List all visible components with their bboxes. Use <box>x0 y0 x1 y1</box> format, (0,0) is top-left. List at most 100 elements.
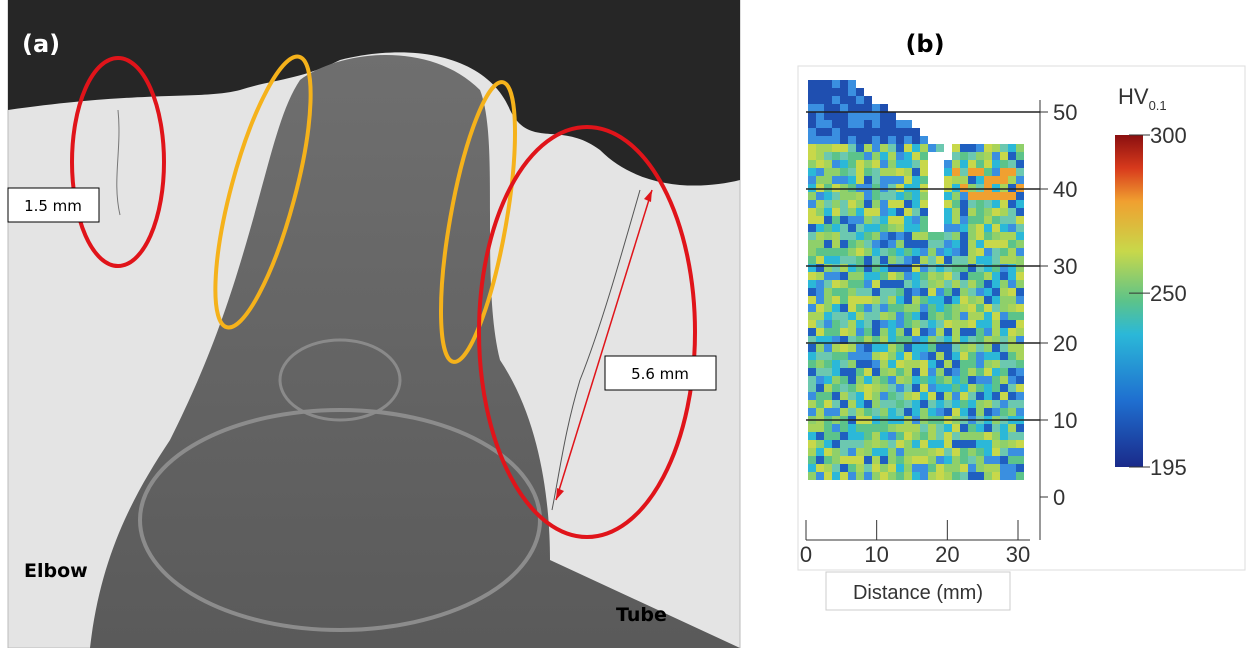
heatmap-cell <box>808 128 816 136</box>
heatmap-cell <box>840 312 848 320</box>
heatmap-cell <box>1000 240 1008 248</box>
heatmap-cell <box>1000 256 1008 264</box>
heatmap-cell <box>864 112 872 120</box>
heatmap-cell <box>992 384 1000 392</box>
heatmap-cell <box>840 376 848 384</box>
heatmap-cell <box>944 392 952 400</box>
heatmap-cell <box>832 240 840 248</box>
heatmap-cell <box>952 344 960 352</box>
heatmap-cell <box>1000 384 1008 392</box>
heatmap-cell <box>960 376 968 384</box>
heatmap-cell <box>904 136 912 144</box>
heatmap-cell <box>976 248 984 256</box>
heatmap-cell <box>888 112 896 120</box>
heatmap-cell <box>864 432 872 440</box>
heatmap-cell <box>904 168 912 176</box>
heatmap-cell <box>824 328 832 336</box>
heatmap-cell <box>840 304 848 312</box>
heatmap-cell <box>864 136 872 144</box>
heatmap-cell <box>920 280 928 288</box>
heatmap-cell <box>920 312 928 320</box>
x-tick-label: 30 <box>1006 542 1030 567</box>
heatmap-cell <box>920 344 928 352</box>
heatmap-cell <box>1000 400 1008 408</box>
heatmap-cell <box>840 320 848 328</box>
heatmap-cell <box>1008 192 1016 200</box>
heatmap-cell <box>912 440 920 448</box>
heatmap-cell <box>944 352 952 360</box>
heatmap-cell <box>880 408 888 416</box>
heatmap-cell <box>808 392 816 400</box>
heatmap-cell <box>864 296 872 304</box>
heatmap-cell <box>872 296 880 304</box>
heatmap-cell <box>888 208 896 216</box>
heatmap-cell <box>824 384 832 392</box>
heatmap-cell <box>1008 176 1016 184</box>
heatmap-cell <box>952 232 960 240</box>
heatmap-cell <box>1008 280 1016 288</box>
heatmap-cell <box>984 176 992 184</box>
heatmap-cell <box>1016 360 1024 368</box>
heatmap-cell <box>1016 448 1024 456</box>
heatmap-cell <box>1008 152 1016 160</box>
heatmap-cell <box>920 224 928 232</box>
heatmap-cell <box>896 208 904 216</box>
heatmap-cell <box>992 280 1000 288</box>
heatmap-cell <box>976 272 984 280</box>
heatmap-cell <box>928 264 936 272</box>
heatmap-cell <box>880 368 888 376</box>
heatmap-cell <box>904 312 912 320</box>
heatmap-cell <box>904 208 912 216</box>
heatmap-cell <box>1000 232 1008 240</box>
heatmap-cell <box>960 344 968 352</box>
heatmap-cell <box>856 256 864 264</box>
heatmap-cell <box>816 200 824 208</box>
heatmap-cell <box>976 176 984 184</box>
heatmap-cell <box>848 272 856 280</box>
heatmap-cell <box>1016 432 1024 440</box>
heatmap-cell <box>808 192 816 200</box>
heatmap-cell <box>832 120 840 128</box>
heatmap-cell <box>832 152 840 160</box>
heatmap-cell <box>928 352 936 360</box>
heatmap-cell <box>848 224 856 232</box>
heatmap-cell <box>808 384 816 392</box>
heatmap-cell <box>1016 192 1024 200</box>
heatmap-cell <box>1008 352 1016 360</box>
heatmap-cell <box>824 352 832 360</box>
heatmap-cell <box>968 224 976 232</box>
heatmap-cell <box>992 360 1000 368</box>
heatmap-cell <box>880 168 888 176</box>
heatmap-cell <box>960 464 968 472</box>
heatmap-cell <box>896 304 904 312</box>
heatmap-cell <box>808 152 816 160</box>
heatmap-cell <box>888 152 896 160</box>
heatmap-cell <box>832 440 840 448</box>
heatmap-cell <box>880 176 888 184</box>
heatmap-cell <box>1008 464 1016 472</box>
heatmap-cell <box>952 352 960 360</box>
heatmap-cell <box>1000 328 1008 336</box>
heatmap-cell <box>920 152 928 160</box>
heatmap-cell <box>848 456 856 464</box>
heatmap-cell <box>808 288 816 296</box>
heatmap-cell <box>840 112 848 120</box>
heatmap-cell <box>976 168 984 176</box>
heatmap-cell <box>888 216 896 224</box>
heatmap-cell <box>1016 264 1024 272</box>
heatmap-cell <box>848 240 856 248</box>
heatmap-cell <box>968 384 976 392</box>
heatmap-cell <box>816 80 824 88</box>
heatmap-cell <box>992 344 1000 352</box>
heatmap-cell <box>856 240 864 248</box>
heatmap-cell <box>808 184 816 192</box>
heatmap-cell <box>824 312 832 320</box>
colorbar-tick-label: 250 <box>1150 281 1187 306</box>
x-axis-label: Distance (mm) <box>853 582 983 604</box>
heatmap-cell <box>872 136 880 144</box>
heatmap-cell <box>840 104 848 112</box>
heatmap-cell <box>960 312 968 320</box>
heatmap-cell <box>896 224 904 232</box>
heatmap-cell <box>1008 224 1016 232</box>
heatmap-cell <box>840 464 848 472</box>
